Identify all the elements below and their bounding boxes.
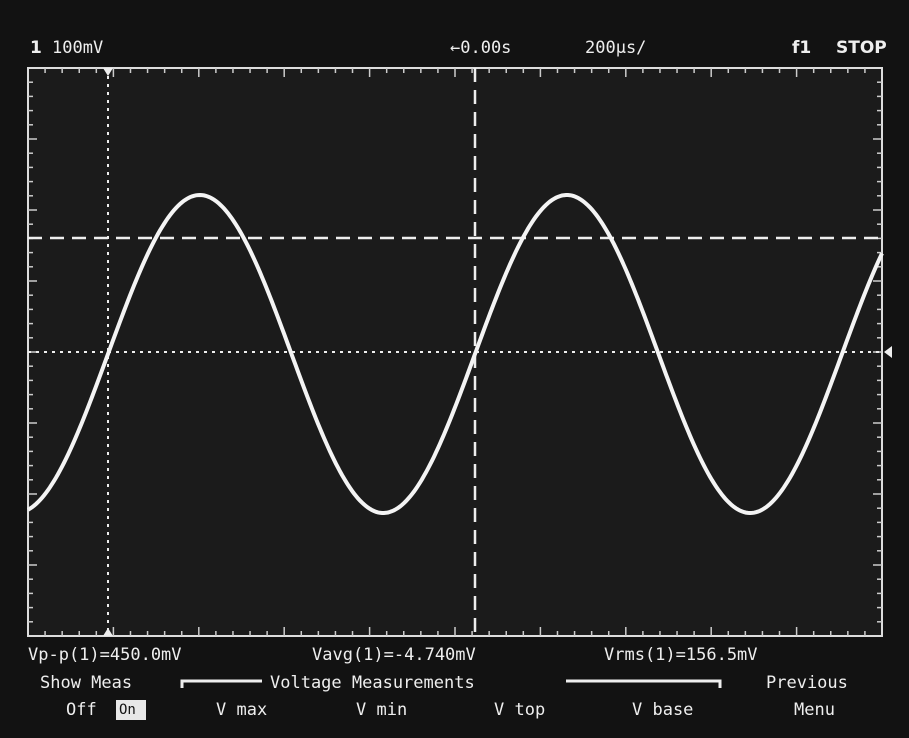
measurement: Vavg(1)=-4.740mV xyxy=(312,645,476,665)
softkey[interactable]: V max xyxy=(216,700,267,720)
graticule xyxy=(28,68,882,636)
softkey-label[interactable]: Show Meas xyxy=(40,673,132,693)
measurement: Vrms(1)=156.5mV xyxy=(604,645,758,665)
waveform xyxy=(26,192,884,516)
cursor-marker-bottom xyxy=(103,628,113,636)
graticule-border xyxy=(27,67,883,637)
run-state: STOP xyxy=(836,38,887,58)
group-bracket-left xyxy=(180,679,262,688)
group-bracket-right xyxy=(566,679,722,688)
measurement: Vp-p(1)=450.0mV xyxy=(28,645,182,665)
softkey[interactable]: V top xyxy=(494,700,545,720)
cursor-marker-top xyxy=(103,68,113,76)
volts-per-div: 100mV xyxy=(52,38,103,58)
softkey[interactable]: Previous xyxy=(766,673,848,693)
softkey[interactable]: V base xyxy=(632,700,693,720)
softkey-option[interactable]: On xyxy=(119,702,136,718)
softkey[interactable]: V min xyxy=(356,700,407,720)
time-per-div: 200µs/ xyxy=(585,38,646,58)
time-offset: ←0.00s xyxy=(450,38,511,58)
channel: 1 xyxy=(30,38,42,58)
softkey-option[interactable]: Off xyxy=(66,700,97,720)
trigger-level-marker xyxy=(884,346,892,358)
softkey-group: Voltage Measurements xyxy=(270,673,475,693)
softkey[interactable]: Menu xyxy=(794,700,835,720)
selected-option xyxy=(116,700,146,720)
trigger: f1 xyxy=(792,38,811,58)
